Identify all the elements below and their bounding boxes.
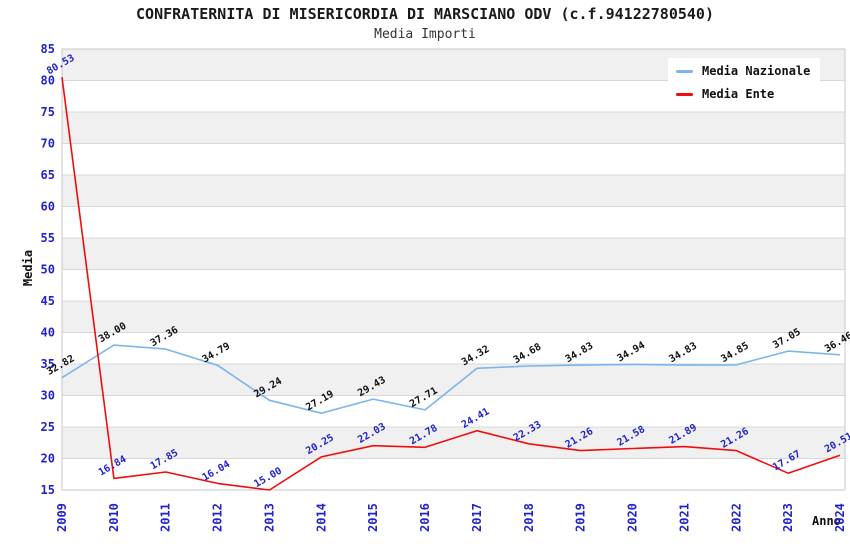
y-tick-label: 75	[41, 105, 55, 119]
background-band	[62, 206, 845, 238]
page-title: CONFRATERNITA DI MISERICORDIA DI MARSCIA…	[136, 5, 714, 23]
y-tick-label: 25	[41, 420, 55, 434]
background-band	[62, 458, 845, 490]
legend-item-media-nazionale[interactable]: Media Nazionale	[676, 64, 810, 78]
y-tick-label: 60	[41, 200, 55, 214]
background-band	[62, 395, 845, 427]
x-tick-label: 2013	[262, 503, 276, 532]
x-tick-label: 2020	[626, 503, 640, 532]
media-nazionale-line-swatch-icon	[676, 69, 693, 73]
plot-border	[61, 48, 846, 491]
background-band	[62, 332, 845, 364]
y-tick-label: 50	[41, 263, 55, 277]
x-tick-label: 2019	[574, 503, 588, 532]
x-tick-label: 2023	[781, 503, 795, 532]
legend-label: Media Ente	[702, 87, 775, 101]
x-tick-label: 2010	[107, 503, 121, 532]
y-tick-label: 85	[41, 42, 55, 56]
x-tick-label: 2014	[314, 503, 328, 532]
background-band	[62, 238, 845, 270]
x-tick-label: 2024	[833, 503, 847, 532]
legend: Media Nazionale Media Ente	[668, 58, 821, 107]
x-tick-label: 2017	[470, 503, 484, 532]
x-tick-label: 2011	[159, 503, 173, 532]
y-tick-label: 30	[41, 389, 55, 403]
y-tick-label: 55	[41, 231, 55, 245]
background-band	[62, 175, 845, 207]
legend-label: Media Nazionale	[702, 64, 811, 78]
x-axis-title: Anno	[812, 514, 841, 528]
y-tick-label: 65	[41, 168, 55, 182]
media-ente-line-swatch-icon	[676, 92, 693, 96]
x-tick-label: 2012	[211, 503, 225, 532]
x-tick-label: 2016	[418, 503, 432, 532]
background-band	[62, 364, 845, 396]
x-tick-label: 2022	[729, 503, 743, 532]
y-tick-label: 35	[41, 357, 55, 371]
y-tick-label: 40	[41, 326, 55, 340]
series-line-media-nazionale	[61, 344, 841, 415]
x-tick-label: 2018	[522, 503, 536, 532]
background-band	[62, 112, 845, 144]
y-tick-label: 20	[41, 452, 55, 466]
y-tick-label: 45	[41, 294, 55, 308]
background-band	[62, 301, 845, 333]
x-tick-label: 2021	[677, 503, 691, 532]
background-band	[62, 427, 845, 459]
x-tick-label: 2015	[366, 503, 380, 532]
series-line-media-ente	[61, 77, 841, 491]
x-tick-label: 2009	[55, 503, 69, 532]
legend-item-media-ente[interactable]: Media Ente	[676, 87, 810, 101]
y-tick-label: 70	[41, 137, 55, 151]
background-band	[62, 269, 845, 301]
y-tick-label: 15	[41, 483, 55, 497]
chart-subtitle: Media Importi	[374, 27, 476, 42]
background-band	[62, 143, 845, 175]
y-tick-label: 80	[41, 74, 55, 88]
